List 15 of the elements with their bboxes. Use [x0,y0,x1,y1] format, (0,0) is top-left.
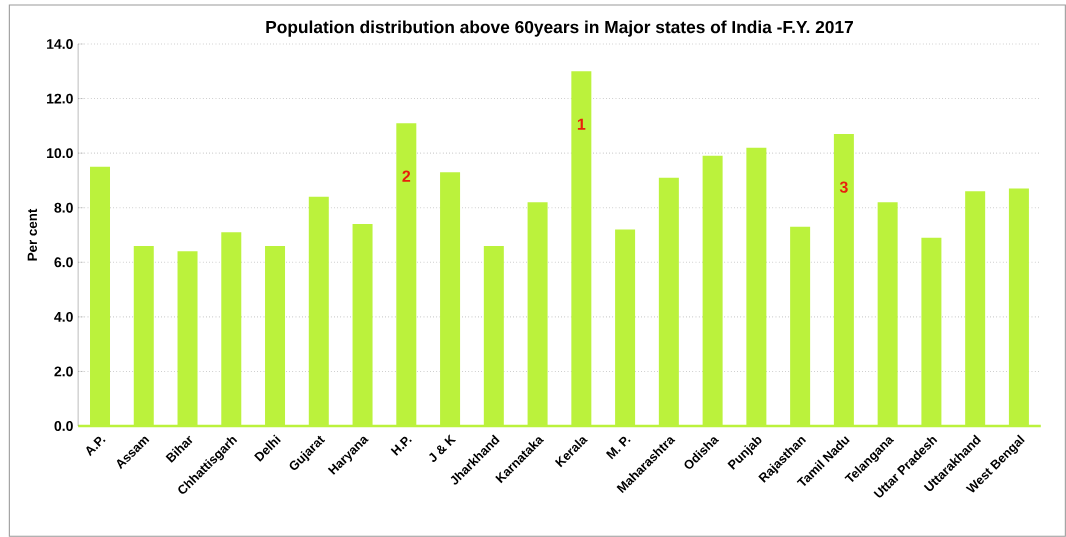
y-tick-label: 10.0 [47,148,73,159]
y-axis-title: Per cent [27,208,38,261]
x-tick-label: A.P. [86,436,106,457]
annotation: 2 [402,170,411,182]
y-tick-label: 14.0 [47,39,73,49]
y-tick-label: 6.0 [54,257,73,268]
y-tick-label: 2.0 [54,366,73,377]
annotation: 3 [839,181,848,193]
chart-title: Population distribution above 60years in Major states of India -F.Y. 2017 [266,20,853,37]
y-tick-label: 0.0 [54,421,73,431]
y-tick-label: 12.0 [47,93,73,104]
y-tick-label: 4.0 [54,311,73,322]
x-tick-label: H.P. [390,436,412,456]
annotation: 1 [577,118,586,130]
y-tick-label: 8.0 [54,202,73,213]
